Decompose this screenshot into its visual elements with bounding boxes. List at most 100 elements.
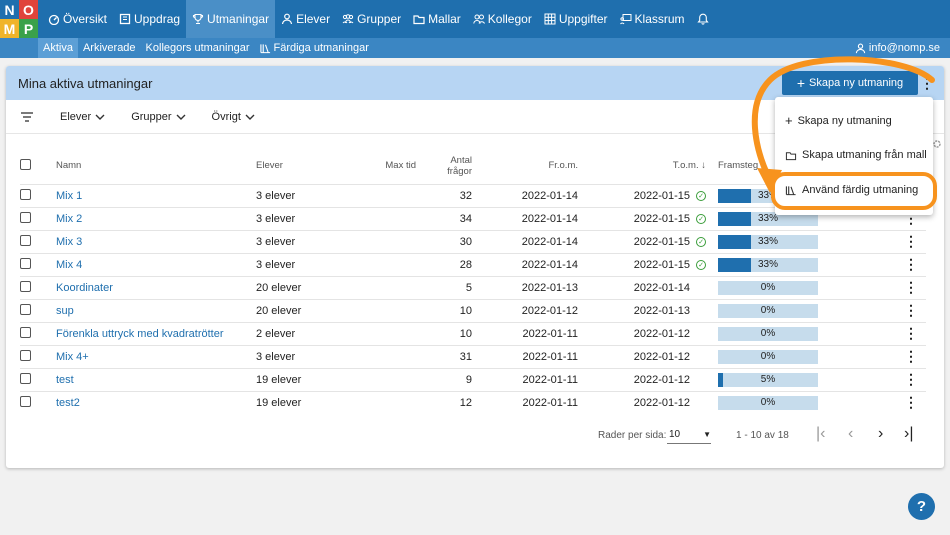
tab-aktiva[interactable]: Aktiva — [38, 38, 78, 58]
progress-label: 33% — [757, 236, 778, 247]
check-circle-icon: ✓ — [696, 190, 706, 201]
help-button[interactable]: ? — [908, 493, 935, 520]
filter-ovrigt[interactable]: Övrigt — [212, 111, 255, 123]
row-more-icon[interactable]: ⋮ — [896, 344, 926, 368]
row-checkbox[interactable] — [20, 211, 31, 223]
challenge-name-link[interactable]: Förenkla uttryck med kvadratrötter — [56, 327, 224, 340]
tab-kollegors-utmaningar[interactable]: Kollegors utmaningar — [145, 42, 250, 54]
gear-icon[interactable] — [932, 139, 942, 149]
tab-fardiga-utmaningar[interactable]: Färdiga utmaningar — [255, 38, 374, 58]
menu-item-new-challenge[interactable]: + Skapa ny utmaning — [785, 113, 892, 128]
first-page-icon[interactable]: |‹ — [816, 425, 826, 442]
challenge-name-link[interactable]: Mix 3 — [56, 235, 83, 248]
row-more-icon[interactable]: ⋮ — [896, 275, 926, 299]
nav-uppdrag[interactable]: Uppdrag — [113, 0, 186, 38]
row-questions: 31 — [416, 344, 472, 368]
progress-label: 0% — [760, 282, 776, 293]
select-all-checkbox[interactable] — [20, 158, 31, 170]
prev-page-icon[interactable]: ‹ — [848, 425, 854, 442]
next-page-icon[interactable]: › — [878, 425, 884, 442]
row-to: 2022-01-12 — [633, 327, 690, 340]
filter-elever[interactable]: Elever — [60, 111, 105, 123]
challenge-name-link[interactable]: Mix 1 — [56, 189, 83, 202]
row-more-icon[interactable]: ⋮ — [896, 321, 926, 345]
filter-icon[interactable] — [20, 111, 34, 123]
table-row[interactable]: sup 20 elever 10 2022-01-12 2022-01-13 0% ⋮ — [20, 298, 926, 322]
user-account[interactable]: info@nomp.se — [855, 38, 940, 58]
menu-item-from-template[interactable]: Skapa utmaning från mall — [785, 149, 927, 161]
create-challenge-button[interactable]: + Skapa ny utmaning — [782, 71, 918, 95]
row-more-icon[interactable]: ⋮ — [896, 229, 926, 253]
user-email: info@nomp.se — [868, 42, 940, 54]
challenge-name-link[interactable]: Koordinater — [56, 281, 113, 294]
row-more-icon[interactable]: ⋮ — [896, 390, 926, 414]
row-checkbox[interactable] — [20, 349, 31, 361]
row-more-icon[interactable]: ⋮ — [896, 367, 926, 391]
nav-utmaningar[interactable]: Utmaningar — [186, 0, 276, 38]
row-checkbox[interactable] — [20, 280, 31, 292]
column-header-questions-line2: frågor — [447, 165, 472, 177]
column-header-maxtime[interactable]: Max tid — [385, 160, 416, 172]
nomp-logo[interactable]: N O M P — [0, 0, 38, 38]
challenge-name-link[interactable]: Mix 2 — [56, 212, 83, 225]
row-questions: 30 — [416, 229, 472, 253]
progress-fill — [718, 234, 751, 249]
challenge-name-link[interactable]: Mix 4 — [56, 258, 83, 271]
row-checkbox[interactable] — [20, 188, 31, 200]
column-header-name[interactable]: Namn — [56, 160, 82, 172]
progress-fill — [718, 188, 751, 203]
column-header-to[interactable]: T.o.m. ↓ — [578, 148, 706, 184]
rows-per-page-select[interactable]: 10 ▼ — [667, 426, 711, 444]
nav-label: Klassrum — [634, 12, 685, 26]
table-row[interactable]: Förenkla uttryck med kvadratrötter 2 elev… — [20, 321, 926, 345]
nav-elever[interactable]: Elever — [275, 0, 336, 38]
logo-letter-p: P — [19, 19, 38, 38]
column-header-students[interactable]: Elever — [256, 160, 283, 172]
challenge-name-link[interactable]: test2 — [56, 396, 80, 409]
nav-mallar[interactable]: Mallar — [407, 0, 467, 38]
row-more-icon[interactable]: ⋮ — [896, 252, 926, 276]
more-options-icon[interactable]: ⋮ — [920, 75, 934, 91]
table-row[interactable]: test2 19 elever 12 2022-01-11 2022-01-12 0% ⋮ — [20, 390, 926, 414]
last-page-icon[interactable]: ›| — [904, 425, 914, 442]
row-from: 2022-01-11 — [472, 390, 578, 414]
table-row[interactable]: Mix 3 3 elever 30 2022-01-14 2022-01-15 ✓ 33% ⋮ — [20, 229, 926, 253]
column-header-progress[interactable]: Framsteg — [706, 148, 896, 184]
table-row[interactable]: Mix 4+ 3 elever 31 2022-01-11 2022-01-12 0% ⋮ — [20, 344, 926, 368]
row-checkbox[interactable] — [20, 303, 31, 315]
plus-icon: + — [785, 113, 793, 128]
table-row[interactable]: Mix 4 3 elever 28 2022-01-14 2022-01-15 ✓ 33% ⋮ — [20, 252, 926, 276]
challenge-name-link[interactable]: Mix 4+ — [56, 350, 89, 363]
nav-oversikt[interactable]: Översikt — [42, 0, 113, 38]
row-checkbox[interactable] — [20, 257, 31, 269]
challenge-name-link[interactable]: test — [56, 373, 74, 386]
row-checkbox[interactable] — [20, 395, 31, 407]
row-students: 3 elever — [256, 206, 356, 230]
challenge-name-link[interactable]: sup — [56, 304, 74, 317]
person-icon — [281, 13, 293, 25]
nav-uppgifter[interactable]: Uppgifter — [538, 0, 614, 38]
row-to-cell: 2022-01-12 — [578, 344, 706, 368]
tab-arkiverade[interactable]: Arkiverade — [82, 42, 136, 54]
row-checkbox[interactable] — [20, 234, 31, 246]
gauge-icon — [48, 14, 60, 25]
nav-klassrum[interactable]: Klassrum — [614, 0, 691, 38]
nav-notifications[interactable] — [691, 0, 715, 38]
row-students: 2 elever — [256, 321, 356, 345]
table-row[interactable]: Koordinater 20 elever 5 2022-01-13 2022-01-1… — [20, 275, 926, 299]
person-icon — [855, 43, 866, 53]
row-students: 3 elever — [256, 229, 356, 253]
table-row[interactable]: test 19 elever 9 2022-01-11 2022-01-12 5% ⋮ — [20, 367, 926, 391]
menu-item-use-ready-challenge[interactable]: Använd färdig utmaning — [785, 184, 918, 196]
column-header-from[interactable]: Fr.o.m. — [548, 160, 578, 172]
row-to-cell: 2022-01-12 — [578, 390, 706, 414]
nav-grupper[interactable]: Grupper — [336, 0, 407, 38]
row-checkbox[interactable] — [20, 372, 31, 384]
sort-arrow-down-icon: ↓ — [701, 160, 706, 172]
column-header-questions[interactable]: Antal frågor — [416, 148, 472, 184]
row-more-icon[interactable]: ⋮ — [896, 298, 926, 322]
logo-letter-n: N — [0, 0, 19, 19]
filter-grupper[interactable]: Grupper — [131, 111, 186, 123]
row-checkbox[interactable] — [20, 326, 31, 338]
nav-kollegor[interactable]: Kollegor — [467, 0, 538, 38]
